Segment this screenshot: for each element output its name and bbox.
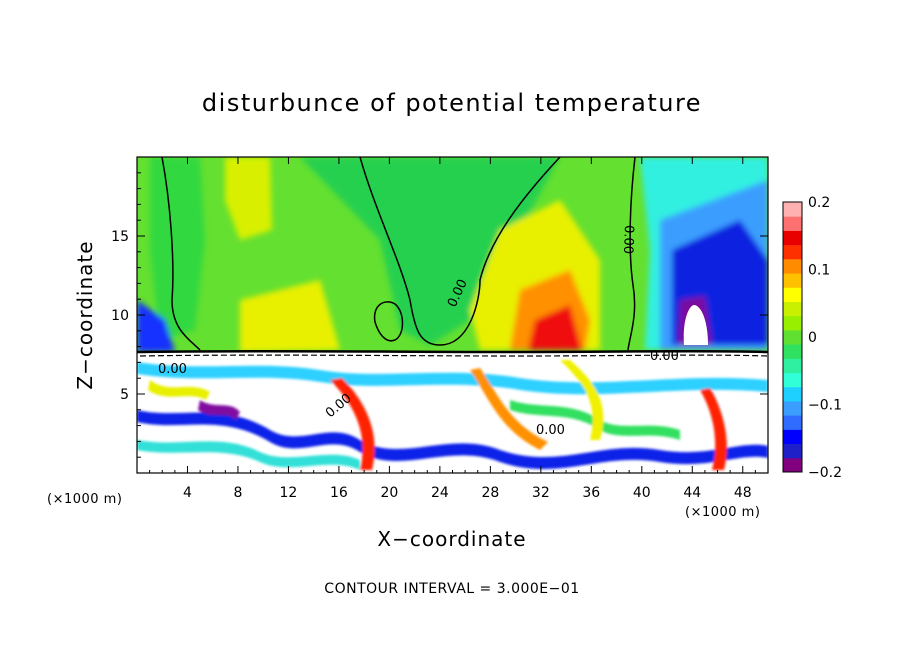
colorbar-tick-label: 0.1 (808, 263, 830, 279)
blue-strip-left (137, 300, 175, 352)
y-tick-label: 15 (111, 229, 129, 245)
lower-band-cyan-2 (137, 440, 360, 470)
lower-field-structures (137, 360, 768, 470)
colorbar-tick-label: 0.2 (808, 195, 830, 211)
colorbar-swatch (783, 216, 802, 231)
x-unit-right: (×1000 m) (685, 505, 760, 520)
contour-label: 0.00 (158, 362, 187, 377)
lower-band-blue (137, 410, 768, 470)
x-tick-label: 12 (280, 485, 298, 501)
colorbar-swatch (783, 244, 802, 260)
colorbar-tick-label: −0.2 (808, 465, 842, 481)
colorbar-swatch (783, 301, 802, 317)
colorbar-swatch (783, 258, 802, 274)
lower-band-red-right (700, 388, 727, 470)
chart-title: disturbunce of potential temperature (202, 89, 702, 117)
white-bubble-right (683, 305, 708, 345)
colorbar-swatch (783, 400, 802, 416)
y-tick-label: 10 (111, 308, 129, 324)
lower-band-yellow-left (148, 380, 210, 400)
yellow-low-left (240, 280, 340, 352)
contour-label: 0.00 (536, 423, 565, 438)
lower-band-cyan (137, 362, 768, 395)
contour-interval-footer: CONTOUR INTERVAL = 3.000E−01 (324, 581, 579, 597)
contour-label: 0.00 (620, 225, 636, 254)
inversion-line (137, 349, 768, 354)
x-tick-label: 48 (734, 485, 752, 501)
lower-band-red (330, 378, 375, 470)
x-tick-label: 28 (481, 485, 499, 501)
x-unit-left: (×1000 m) (47, 492, 122, 507)
lower-band-yellow (560, 360, 604, 440)
colorbar-swatch (783, 329, 802, 345)
x-tick-label: 16 (330, 485, 348, 501)
x-axis-label: X−coordinate (377, 527, 526, 551)
colorbar-swatch (783, 429, 802, 445)
colorbar-swatch (783, 443, 802, 459)
x-tick-label: 44 (683, 485, 701, 501)
y-tick-label: 5 (120, 387, 129, 403)
left-green-column (150, 157, 205, 340)
colorbar-frame (782, 201, 803, 473)
contour-center (359, 157, 561, 346)
colorbar-swatch (783, 457, 802, 473)
upper-field-structures (137, 157, 768, 352)
colorbar-swatch (783, 415, 802, 430)
x-tick-label: 36 (582, 485, 600, 501)
colorbar-swatch (783, 344, 802, 359)
colorbar-swatch (783, 273, 802, 288)
yellow-patch-top (225, 157, 272, 240)
contour-loop (373, 301, 404, 342)
lower-band-orange (470, 368, 548, 450)
colorbar-swatch (783, 230, 802, 246)
red-core (528, 305, 582, 350)
colorbar-swatch (783, 315, 802, 331)
contour-label: 0.00 (650, 349, 679, 364)
colorbar-swatch (783, 358, 802, 374)
contour-right (627, 157, 636, 351)
contour-lines (161, 157, 636, 351)
y-axis-label: Z−coordinate (73, 240, 97, 389)
colorbar-swatch (783, 202, 802, 217)
colorbar (782, 201, 803, 473)
central-green-trough (300, 157, 560, 345)
x-tick-label: 40 (633, 485, 651, 501)
colorbar-tick-label: −0.1 (808, 398, 842, 414)
x-tick-label: 24 (431, 485, 449, 501)
lower-band-purple (198, 400, 240, 420)
x-axis: 4 8 12 16 20 24 28 32 36 40 44 48 (136, 157, 769, 501)
y-axis: 5 10 15 (111, 172, 768, 458)
x-tick-label: 4 (183, 485, 192, 501)
colorbar-swatch (783, 372, 802, 388)
contour-left (161, 157, 201, 351)
colorbar-swatch (783, 386, 802, 402)
x-tick-label: 32 (532, 485, 550, 501)
x-tick-label: 20 (380, 485, 398, 501)
heatmap-field (137, 157, 768, 473)
colorbar-swatch (783, 287, 802, 302)
colorbar-ticks: 0.2 0.1 0 −0.1 −0.2 (808, 195, 842, 481)
x-tick-label: 8 (233, 485, 242, 501)
inversion-hatch (139, 354, 768, 357)
colorbar-tick-label: 0 (808, 330, 817, 346)
